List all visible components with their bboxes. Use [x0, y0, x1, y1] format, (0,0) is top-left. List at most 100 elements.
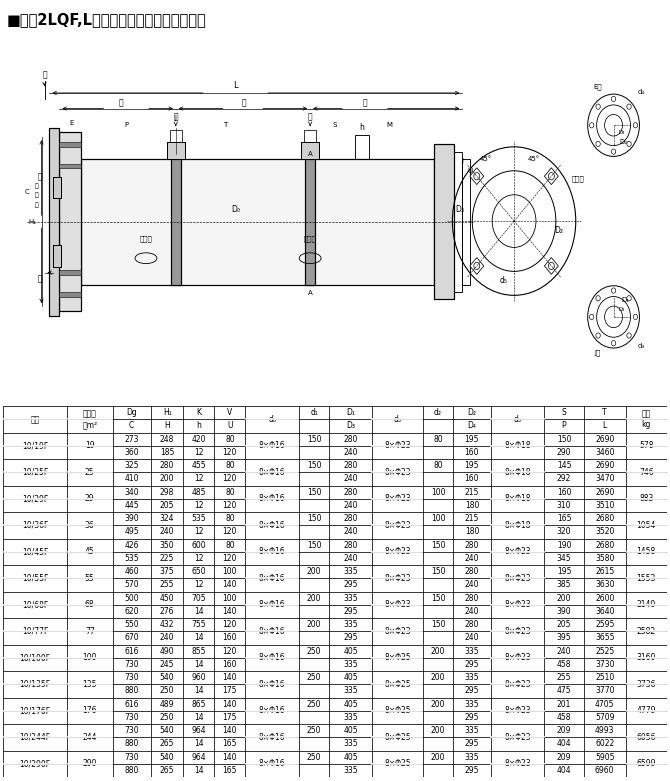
Text: 8×Φ23: 8×Φ23	[384, 547, 411, 556]
Text: 290: 290	[82, 759, 97, 769]
Bar	[60, 292, 81, 297]
Text: 10/135F: 10/135F	[19, 679, 51, 689]
Text: 200: 200	[431, 753, 446, 761]
Text: 8×Φ23: 8×Φ23	[505, 706, 531, 715]
Text: 240: 240	[343, 475, 358, 483]
Text: 495: 495	[125, 527, 139, 537]
Text: 8×Φ25: 8×Φ25	[384, 706, 411, 715]
Text: 8×Φ18: 8×Φ18	[505, 494, 531, 504]
Text: 1553: 1553	[636, 574, 656, 583]
Text: 150: 150	[307, 435, 322, 444]
Text: 280: 280	[343, 488, 358, 497]
Text: S: S	[561, 408, 566, 417]
Text: D₂: D₂	[620, 139, 628, 145]
Text: 450: 450	[160, 594, 174, 603]
Bar	[60, 142, 81, 147]
Text: 248: 248	[160, 435, 174, 444]
Text: D₂: D₂	[468, 408, 476, 417]
Text: 8×Φ16: 8×Φ16	[259, 733, 285, 742]
Text: 重量
kg: 重量 kg	[642, 410, 651, 429]
Circle shape	[627, 296, 631, 301]
Text: 2510: 2510	[595, 673, 614, 683]
Text: 油: 油	[362, 98, 367, 107]
Text: 160: 160	[465, 448, 479, 457]
Text: 8×Φ25: 8×Φ25	[384, 654, 411, 662]
Text: 10/19F: 10/19F	[22, 441, 48, 451]
Text: 68: 68	[85, 601, 94, 609]
Text: 335: 335	[464, 700, 479, 708]
Text: 160: 160	[222, 660, 237, 669]
Text: D₃: D₃	[618, 307, 624, 312]
Text: 8×Φ25: 8×Φ25	[384, 733, 411, 742]
Bar	[304, 130, 316, 142]
Text: 405: 405	[343, 673, 358, 683]
Text: 10/290F: 10/290F	[19, 759, 51, 769]
Circle shape	[627, 141, 631, 147]
Text: 135: 135	[82, 679, 97, 689]
Text: 295: 295	[343, 633, 358, 643]
Text: h: h	[196, 422, 202, 430]
Text: 12: 12	[194, 475, 204, 483]
Text: 4705: 4705	[595, 700, 614, 708]
Text: 5709: 5709	[595, 713, 614, 722]
Text: E: E	[69, 119, 74, 126]
Text: 273: 273	[125, 435, 139, 444]
Text: ■八、2LQF,L型冷卻器尺寸示意圖及尺寸表: ■八、2LQF,L型冷卻器尺寸示意圖及尺寸表	[7, 12, 206, 27]
Text: 8×Φ16: 8×Φ16	[259, 759, 285, 769]
Text: 175: 175	[222, 686, 237, 695]
Text: 水: 水	[38, 173, 42, 181]
Text: 616: 616	[125, 700, 139, 708]
Text: 250: 250	[307, 700, 322, 708]
Text: 3770: 3770	[595, 686, 614, 695]
Text: 8×Φ23: 8×Φ23	[505, 679, 531, 689]
Text: 10/77F: 10/77F	[22, 627, 48, 636]
Text: U: U	[227, 422, 232, 430]
Text: 8×Φ23: 8×Φ23	[384, 468, 411, 477]
Text: 8×Φ25: 8×Φ25	[384, 759, 411, 769]
Text: 150: 150	[307, 462, 322, 470]
Bar	[60, 270, 81, 275]
Text: 油: 油	[174, 112, 178, 121]
Bar	[60, 133, 81, 311]
Text: 2582: 2582	[636, 627, 656, 636]
Text: 165: 165	[557, 514, 572, 523]
Text: 2525: 2525	[595, 647, 614, 656]
Circle shape	[596, 333, 600, 338]
Text: M: M	[387, 123, 393, 128]
Text: 120: 120	[222, 620, 237, 629]
Text: 45: 45	[85, 547, 94, 556]
Text: Dg: Dg	[127, 408, 137, 417]
Text: 209: 209	[557, 726, 572, 735]
Text: 放油孔: 放油孔	[304, 236, 316, 242]
Text: 705: 705	[192, 594, 206, 603]
Text: d₄: d₄	[638, 89, 645, 95]
Text: 1054: 1054	[636, 521, 656, 530]
Text: 120: 120	[222, 448, 237, 457]
Text: 8×Φ23: 8×Φ23	[505, 733, 531, 742]
Text: L: L	[233, 81, 238, 91]
Text: 570: 570	[125, 580, 139, 590]
Text: 240: 240	[465, 554, 479, 563]
Text: 240: 240	[343, 501, 358, 510]
Text: D₂: D₂	[554, 226, 563, 235]
Text: 10/68F: 10/68F	[22, 601, 48, 609]
Text: 12: 12	[194, 448, 204, 457]
Text: 165: 165	[222, 766, 237, 775]
Text: 240: 240	[160, 633, 174, 643]
Text: J: J	[462, 159, 464, 164]
Text: D₃: D₃	[346, 422, 355, 430]
Circle shape	[611, 96, 616, 102]
Text: 14: 14	[194, 686, 204, 695]
Text: 25: 25	[85, 468, 94, 477]
Text: d₂: d₂	[434, 408, 442, 417]
Text: 420: 420	[192, 435, 206, 444]
Text: 12: 12	[194, 580, 204, 590]
Text: K: K	[196, 408, 202, 417]
Text: 8×Φ16: 8×Φ16	[259, 521, 285, 530]
Text: 746: 746	[639, 468, 654, 477]
Text: 250: 250	[307, 673, 322, 683]
Text: 80: 80	[225, 488, 234, 497]
Text: 10/244F: 10/244F	[19, 733, 51, 742]
Text: 375: 375	[160, 567, 174, 576]
Text: 458: 458	[557, 713, 572, 722]
